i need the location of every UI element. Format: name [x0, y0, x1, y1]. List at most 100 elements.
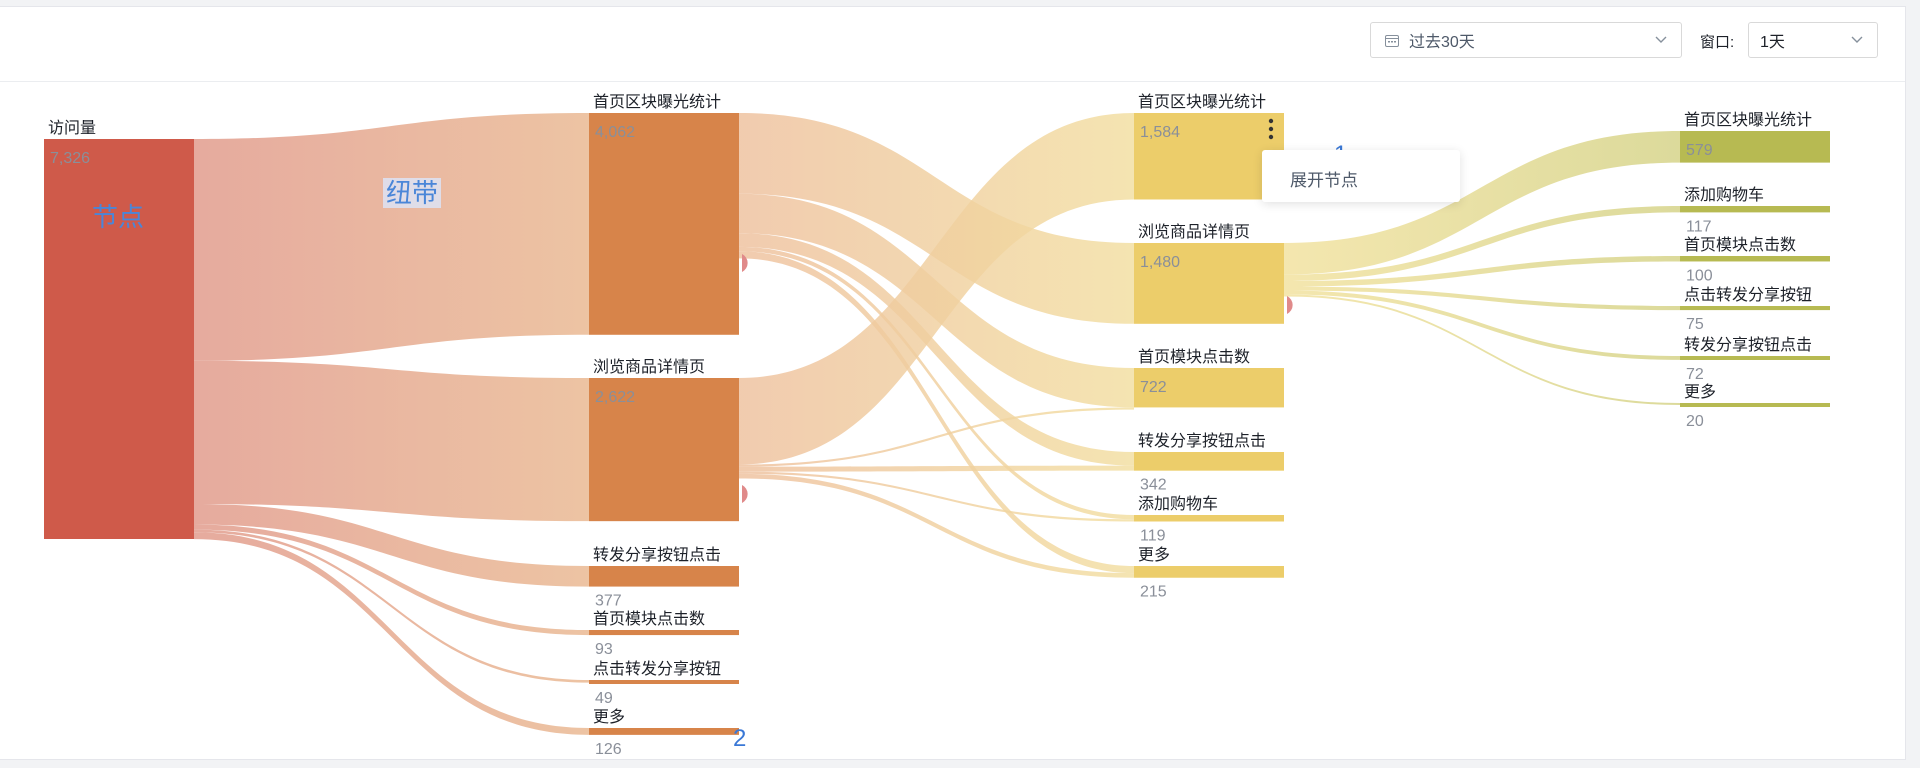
sankey-node-value: 126 [595, 741, 622, 758]
sankey-node-name: 首页区块曝光统计 [1138, 93, 1266, 111]
sankey-node-name: 点击转发分享按钮 [593, 660, 721, 678]
sankey-node-value: 100 [1686, 267, 1713, 284]
sankey-nodes [44, 113, 1830, 735]
sankey-node-value: 75 [1686, 316, 1704, 333]
sankey-node-value: 215 [1140, 584, 1167, 601]
sankey-node-name: 转发分享按钮点击 [1138, 432, 1266, 450]
sankey-node-value: 4,062 [595, 124, 635, 141]
collapse-handle[interactable] [1287, 296, 1293, 314]
sankey-node-name: 首页模块点击数 [1138, 348, 1250, 366]
date-range-value: 过去30天 [1409, 34, 1475, 51]
sankey-node-name: 浏览商品详情页 [1138, 223, 1250, 241]
sankey-links [194, 113, 1680, 735]
sankey-node[interactable] [589, 630, 739, 636]
sankey-node[interactable] [1680, 306, 1830, 311]
sankey-link[interactable] [194, 532, 589, 735]
sankey-node[interactable] [1680, 403, 1830, 407]
sankey-link[interactable] [1284, 290, 1680, 360]
sankey-node[interactable] [1134, 452, 1284, 471]
sankey-node-value: 579 [1686, 142, 1713, 159]
sankey-node-value: 117 [1686, 218, 1712, 235]
sankey-link[interactable] [194, 524, 589, 636]
collapse-handle[interactable] [742, 485, 748, 503]
sankey-node-name: 更多 [1138, 546, 1170, 564]
sankey-node-name: 转发分享按钮点击 [1684, 336, 1812, 354]
sankey-link[interactable] [194, 360, 589, 522]
sankey-link[interactable] [739, 251, 1134, 574]
expand-node-menu-item[interactable]: 展开节点 [1290, 171, 1358, 190]
sankey-node-value: 342 [1140, 477, 1167, 494]
window-select[interactable]: 1天 [1748, 22, 1878, 58]
callout-2: 2 [733, 725, 746, 752]
sankey-node-value: 7,326 [50, 150, 90, 167]
sankey-node-name: 点击转发分享按钮 [1684, 286, 1812, 304]
sankey-link[interactable] [194, 503, 589, 587]
sankey-link[interactable] [1284, 131, 1680, 275]
sankey-node-value: 72 [1686, 366, 1704, 383]
sankey-node-name: 添加购物车 [1138, 495, 1218, 513]
node-annotation: 节点 [92, 202, 144, 232]
chevron-down-icon [1655, 36, 1667, 43]
sankey-node-value: 1,480 [1140, 254, 1180, 271]
sankey-node[interactable] [1134, 368, 1284, 408]
calendar-icon [1385, 34, 1399, 47]
sankey-link[interactable] [739, 473, 1134, 578]
more-options-icon[interactable] [1268, 118, 1274, 140]
sankey-node-name: 添加购物车 [1684, 186, 1764, 204]
sankey-node-name: 首页模块点击数 [1684, 236, 1796, 254]
ribbon-annotation: 纽带 [386, 178, 438, 208]
sankey-node-name: 首页模块点击数 [593, 610, 705, 628]
sankey-node[interactable] [1134, 243, 1284, 324]
sankey-node[interactable] [589, 728, 739, 735]
sankey-node-name: 转发分享按钮点击 [593, 546, 721, 564]
ribbon-annotation-bg [383, 178, 441, 208]
toolbar: 过去30天 窗口: 1天 [0, 7, 1905, 82]
sankey-node-value: 722 [1140, 379, 1167, 396]
sankey-node[interactable] [589, 378, 739, 522]
sankey-node-name: 首页区块曝光统计 [1684, 111, 1812, 129]
sankey-node-value: 20 [1686, 413, 1704, 430]
sankey-extras: 节点 纽带 1 2 [92, 118, 1347, 752]
sankey-node-name: 更多 [1684, 383, 1716, 401]
sankey-link[interactable] [739, 233, 1134, 466]
sankey-link[interactable] [739, 407, 1134, 467]
sankey-link[interactable] [1284, 256, 1680, 287]
sankey-node-value: 2,622 [595, 389, 635, 406]
sankey-node[interactable] [589, 680, 739, 684]
sankey-link[interactable] [194, 529, 589, 683]
sankey-link[interactable] [739, 465, 1134, 472]
sankey-link[interactable] [739, 113, 1134, 465]
date-range-picker[interactable]: 过去30天 [1370, 22, 1682, 58]
sankey-link[interactable] [194, 113, 589, 361]
sankey-node[interactable] [1680, 256, 1830, 262]
sankey-link[interactable] [1284, 206, 1680, 282]
sankey-node-value: 1,584 [1140, 124, 1180, 141]
sankey-node-name: 访问量 [48, 119, 96, 137]
sankey-link[interactable] [739, 246, 1134, 520]
sankey-node[interactable] [1134, 515, 1284, 522]
collapse-handle[interactable] [742, 254, 748, 272]
sankey-node[interactable] [589, 113, 739, 335]
sankey-link[interactable] [739, 113, 1134, 324]
sankey-link[interactable] [1284, 286, 1680, 311]
sankey-node-value: 119 [1140, 527, 1166, 544]
sankey-node[interactable] [1680, 206, 1830, 213]
window-value: 1天 [1760, 34, 1785, 51]
sankey-node[interactable] [1680, 131, 1830, 163]
sankey-node[interactable] [1680, 356, 1830, 360]
sankey-node[interactable] [44, 139, 194, 539]
sankey-node[interactable] [1134, 566, 1284, 578]
sankey-node[interactable] [1134, 113, 1284, 200]
window-label: 窗口: [1700, 34, 1735, 51]
sankey-node-value: 93 [595, 641, 613, 658]
sankey-link[interactable] [739, 471, 1134, 522]
sankey-node-value: 377 [595, 593, 622, 610]
sankey-link[interactable] [1284, 294, 1680, 405]
expand-node-menu[interactable]: 展开节点 [1262, 150, 1460, 202]
sankey-node-value: 49 [595, 690, 613, 707]
chevron-down-icon [1851, 36, 1863, 43]
sankey-node-name: 更多 [593, 708, 625, 726]
sankey-node-name: 浏览商品详情页 [593, 358, 705, 376]
sankey-node[interactable] [589, 566, 739, 587]
